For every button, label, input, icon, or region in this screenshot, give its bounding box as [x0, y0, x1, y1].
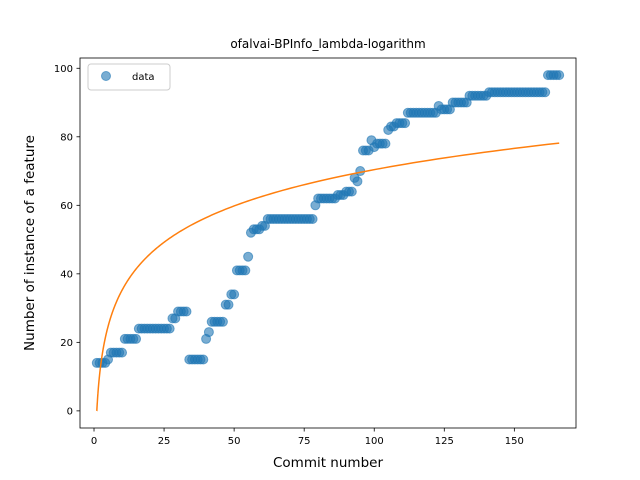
- x-tick-label: 25: [158, 436, 171, 447]
- y-tick-label: 40: [60, 269, 73, 280]
- data-point: [540, 87, 551, 98]
- data-point: [229, 289, 240, 300]
- data-point: [217, 316, 228, 327]
- x-tick-label: 150: [505, 436, 524, 447]
- data-point: [400, 118, 411, 129]
- legend: data: [87, 63, 171, 91]
- data-point: [240, 265, 251, 276]
- data-point: [243, 251, 254, 262]
- x-tick-label: 0: [91, 436, 97, 447]
- data-point: [203, 327, 214, 338]
- x-tick-label: 75: [298, 436, 311, 447]
- y-axis-label: Number of instance of a feature: [22, 135, 38, 351]
- data-point: [131, 333, 142, 344]
- legend-marker: [101, 71, 111, 81]
- data-point: [352, 176, 363, 187]
- axes-frame: [79, 57, 577, 429]
- data-point: [307, 214, 318, 225]
- y-tick-label: 80: [60, 132, 73, 143]
- y-tick-label: 100: [54, 64, 73, 75]
- data-point: [117, 347, 128, 358]
- x-axis-label: Commit number: [273, 455, 383, 471]
- x-tick-label: 100: [365, 436, 384, 447]
- x-tick-label: 50: [228, 436, 241, 447]
- fit-line: [96, 142, 560, 412]
- plot-area: [91, 70, 565, 412]
- data-point: [223, 299, 234, 310]
- data-point: [198, 354, 209, 365]
- y-tick-label: 20: [60, 338, 73, 349]
- data-point: [380, 138, 391, 149]
- y-axis: 0 20 40 60 80 100: [54, 64, 80, 417]
- chart-title: ofalvai-BPInfo_lambda-logarithm: [230, 37, 425, 51]
- x-tick-label: 125: [435, 436, 454, 447]
- data-point: [346, 186, 357, 197]
- x-axis: 0 25 50 75 100 125 150: [91, 428, 524, 447]
- y-tick-label: 60: [60, 201, 73, 212]
- y-tick-label: 0: [67, 406, 73, 417]
- data-point: [554, 70, 565, 81]
- legend-box: [87, 63, 171, 91]
- data-point: [181, 306, 192, 317]
- legend-entry: data: [132, 72, 155, 83]
- data-point: [164, 323, 175, 334]
